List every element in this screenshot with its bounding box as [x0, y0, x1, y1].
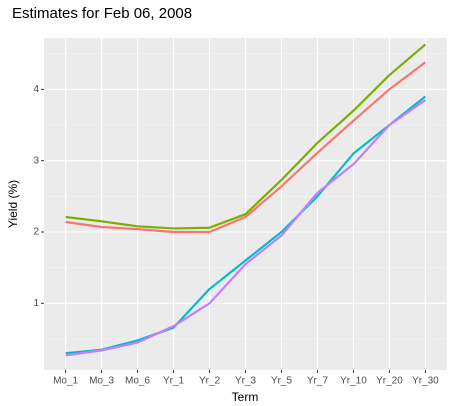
y-axis-label: Yield (%): [6, 180, 20, 228]
series-line: [65, 99, 427, 357]
x-tick-label: Mo_6: [125, 376, 150, 387]
series-line: [65, 43, 427, 230]
x-tick-label: Yr_2: [199, 376, 221, 387]
x-tick-label: Mo_1: [53, 376, 78, 387]
y-tick-label: 2: [33, 227, 39, 238]
y-tick-label: 3: [33, 155, 39, 166]
y-tick-label: 4: [33, 84, 39, 95]
x-tick-label: Yr_20: [376, 376, 403, 387]
x-tick-label: Yr_30: [412, 376, 439, 387]
x-tick-label: Yr_7: [307, 376, 329, 387]
x-axis-label: Term: [232, 390, 259, 404]
series-line: [65, 61, 427, 234]
x-tick-label: Yr_1: [163, 376, 185, 387]
x-tick-label: Mo_3: [89, 376, 114, 387]
x-tick-label: Yr_3: [235, 376, 257, 387]
series-line: [65, 95, 427, 355]
x-tick-label: Yr_10: [340, 376, 367, 387]
y-tick-label: 1: [33, 298, 39, 309]
x-tick-label: Yr_5: [271, 376, 293, 387]
chart-title: Estimates for Feb 06, 2008: [12, 5, 192, 22]
